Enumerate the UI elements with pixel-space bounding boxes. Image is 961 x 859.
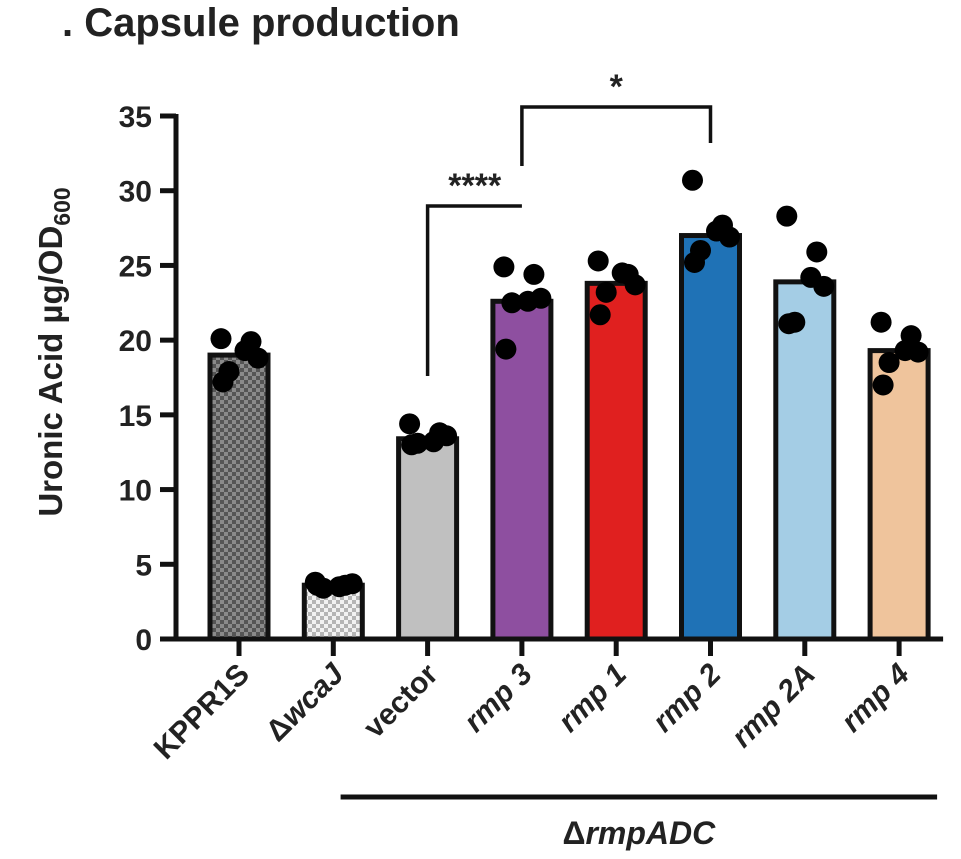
x-tick-label: ΔwcaJ xyxy=(260,657,351,748)
data-point xyxy=(530,287,552,309)
y-tick-label: 20 xyxy=(119,325,152,358)
data-point xyxy=(806,241,828,263)
significance-label: * xyxy=(610,68,624,106)
y-tick-label: 25 xyxy=(119,250,152,283)
bar-2 xyxy=(396,436,460,642)
data-point xyxy=(495,338,517,360)
y-tick-label: 15 xyxy=(119,400,152,433)
y-axis-label: Uronic Acid µg/OD600 xyxy=(32,187,75,516)
significance-bracket xyxy=(520,105,713,166)
data-point xyxy=(212,371,234,393)
data-point xyxy=(587,250,609,272)
data-point xyxy=(210,328,232,350)
y-tick-label: 30 xyxy=(119,176,152,209)
data-point xyxy=(401,434,423,456)
x-tick-label: rmp 4 xyxy=(835,657,916,738)
x-tick-label: vector xyxy=(358,657,445,744)
data-point xyxy=(399,413,421,435)
chart-title: . Capsule production xyxy=(62,1,460,45)
y-tick-label: 0 xyxy=(135,624,152,657)
x-tick-label: rmp 2 xyxy=(646,657,727,738)
data-point xyxy=(878,352,900,374)
data-point xyxy=(870,311,892,333)
y-tick-label: 10 xyxy=(119,475,152,508)
data-point xyxy=(501,292,523,314)
x-tick-label: rmp 1 xyxy=(552,658,633,739)
data-point xyxy=(813,275,835,297)
data-point xyxy=(907,341,929,363)
data-point xyxy=(595,281,617,303)
x-tick-label: KPPR1S xyxy=(148,658,256,766)
y-axis-label-main: Uronic Acid µg/OD xyxy=(32,226,69,517)
bar-5 xyxy=(679,233,742,642)
y-tick-label: 5 xyxy=(135,549,152,582)
x-tick-label: rmp 2A xyxy=(725,658,821,754)
bar-6 xyxy=(773,279,837,642)
data-point xyxy=(719,226,740,248)
significance-bracket xyxy=(425,204,522,376)
data-point xyxy=(306,574,328,596)
data-point xyxy=(341,573,363,595)
y-tick-label: 35 xyxy=(119,101,152,134)
data-point xyxy=(493,256,515,278)
y-axis-label-subscript: 600 xyxy=(49,187,75,225)
group-label: ΔrmpADC xyxy=(562,815,716,851)
data-point xyxy=(778,313,800,335)
data-point xyxy=(684,251,705,273)
data-point xyxy=(682,169,703,191)
data-point xyxy=(589,304,611,326)
data-point xyxy=(523,263,545,285)
data-point xyxy=(247,347,269,369)
significance-label: **** xyxy=(448,167,502,205)
data-point xyxy=(776,205,798,227)
data-point xyxy=(436,425,458,447)
svg-text:Uronic Acid µg/OD600: Uronic Acid µg/OD600 xyxy=(32,187,75,516)
bar-0 xyxy=(207,352,271,642)
data-point xyxy=(872,374,894,396)
x-tick-label: rmp 3 xyxy=(458,657,539,738)
data-point xyxy=(624,274,646,296)
bar-4 xyxy=(584,280,648,642)
